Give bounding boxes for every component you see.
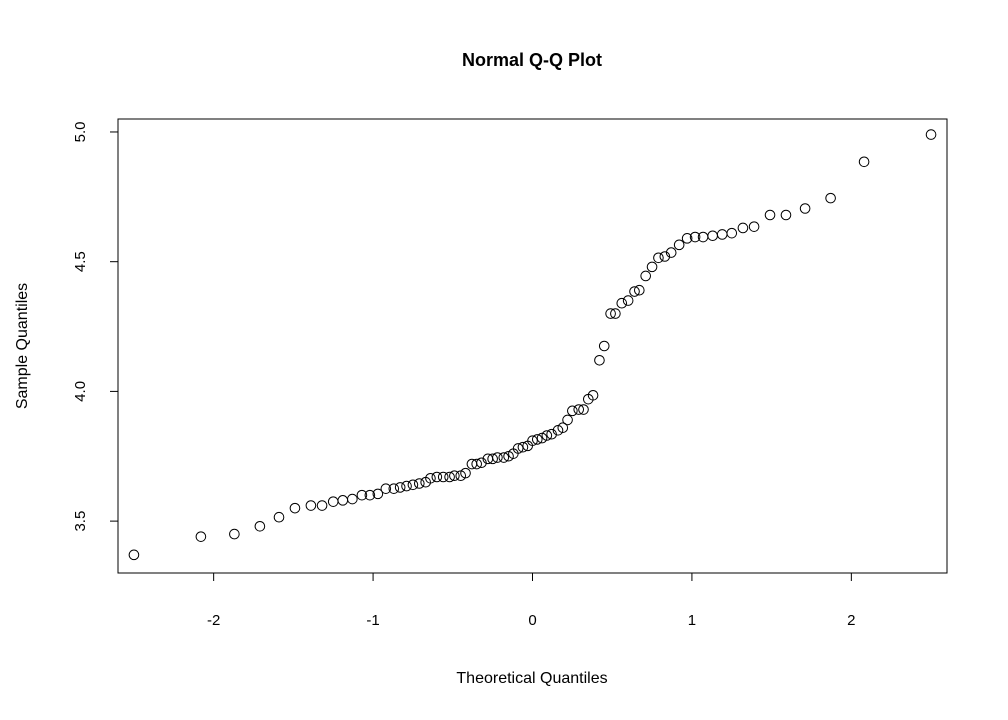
data-point [605, 308, 616, 319]
data-point [195, 531, 207, 542]
data-points [128, 129, 937, 561]
y-axis-label: Sample Quantiles [14, 283, 31, 409]
data-point [925, 129, 937, 140]
data-point [598, 340, 610, 352]
data-point [594, 354, 605, 366]
x-axis-label: Theoretical Quantiles [456, 670, 607, 687]
y-axis: 3.5 4.0 4.5 5.0 [72, 122, 119, 532]
data-point [527, 435, 538, 446]
data-point [546, 428, 557, 440]
data-point [498, 452, 510, 463]
data-point [562, 414, 573, 426]
plot-frame [117, 118, 948, 574]
data-point [254, 521, 266, 532]
data-point [748, 221, 760, 232]
x-tick-label: 0 [528, 612, 536, 629]
data-point [726, 227, 738, 239]
data-point [578, 404, 589, 415]
data-point [401, 480, 412, 492]
data-point [616, 297, 628, 309]
data-point [492, 452, 503, 463]
data-point [665, 247, 677, 258]
data-point [305, 500, 317, 511]
y-tick-label: 4.0 [72, 381, 89, 402]
y-tick-label: 3.5 [72, 511, 89, 532]
data-point [634, 284, 645, 296]
data-point [444, 471, 455, 483]
data-point [517, 441, 529, 453]
data-point [476, 457, 487, 469]
data-point [425, 473, 436, 484]
y-tick-label: 4.5 [72, 251, 89, 272]
data-point [229, 528, 240, 540]
data-point [825, 192, 836, 204]
chart-title: Normal Q-Q Plot [462, 50, 602, 70]
data-point [356, 489, 368, 501]
data-point [780, 209, 792, 221]
data-point [799, 203, 811, 214]
data-point [707, 230, 718, 242]
data-point [394, 482, 406, 493]
data-point [610, 308, 621, 319]
data-point [640, 270, 651, 282]
data-point [653, 252, 664, 264]
data-point [541, 430, 553, 441]
data-point [487, 453, 498, 465]
data-point [471, 458, 483, 470]
x-tick-label: 1 [688, 612, 696, 629]
data-point [567, 405, 578, 417]
data-point [689, 231, 701, 243]
data-point [716, 229, 728, 240]
data-point [289, 502, 301, 514]
data-point [380, 483, 392, 494]
data-point [673, 239, 685, 251]
x-tick-label: -2 [207, 612, 220, 629]
data-point [449, 470, 460, 482]
data-point [557, 422, 569, 434]
data-point [431, 471, 443, 483]
data-point [460, 467, 471, 479]
data-point [273, 511, 285, 523]
data-point [128, 549, 140, 561]
data-point [622, 295, 634, 306]
data-point [337, 495, 349, 506]
data-point [629, 286, 640, 297]
data-point [347, 493, 358, 505]
x-tick-label: -1 [366, 612, 379, 629]
data-point [437, 471, 449, 483]
x-axis: -2 -1 0 1 2 [207, 572, 856, 629]
data-point [531, 434, 543, 445]
data-point [646, 261, 658, 273]
data-point [388, 483, 400, 494]
data-point [512, 443, 524, 454]
data-point [573, 404, 585, 415]
data-point [659, 251, 671, 262]
data-point [316, 500, 328, 511]
data-point [764, 209, 776, 221]
data-point [364, 489, 376, 501]
data-point [407, 479, 419, 491]
y-tick-label: 5.0 [72, 122, 89, 143]
data-point [681, 233, 693, 244]
x-tick-label: 2 [847, 612, 855, 629]
data-point [414, 478, 425, 489]
data-point [737, 222, 749, 234]
data-point [587, 389, 599, 401]
data-point [858, 156, 870, 168]
data-point [327, 496, 339, 507]
data-point [372, 488, 384, 500]
